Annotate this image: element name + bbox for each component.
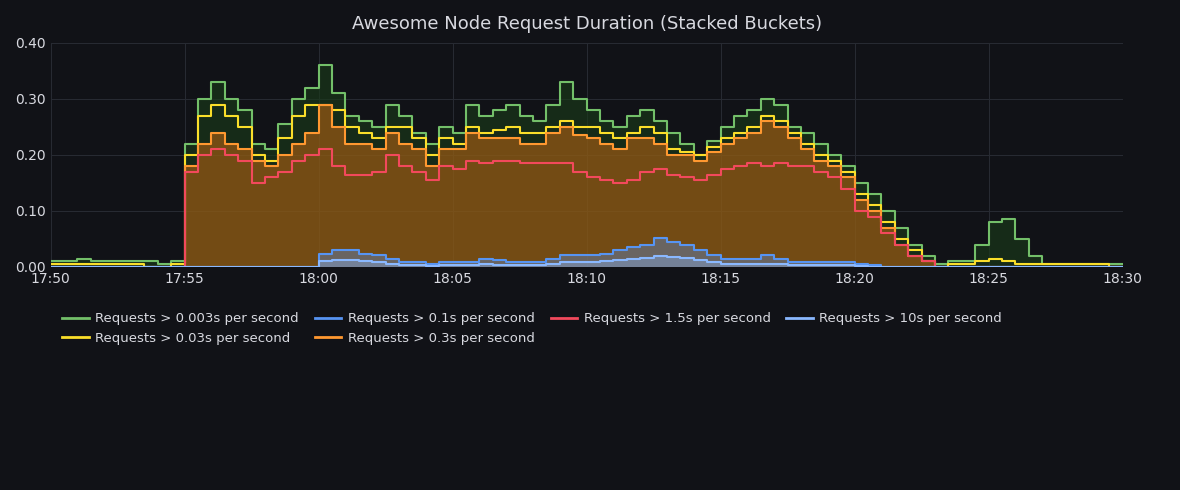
Legend: Requests > 0.003s per second, Requests > 0.03s per second, Requests > 0.1s per s: Requests > 0.003s per second, Requests >… (57, 307, 1008, 350)
Title: Awesome Node Request Duration (Stacked Buckets): Awesome Node Request Duration (Stacked B… (352, 15, 821, 33)
